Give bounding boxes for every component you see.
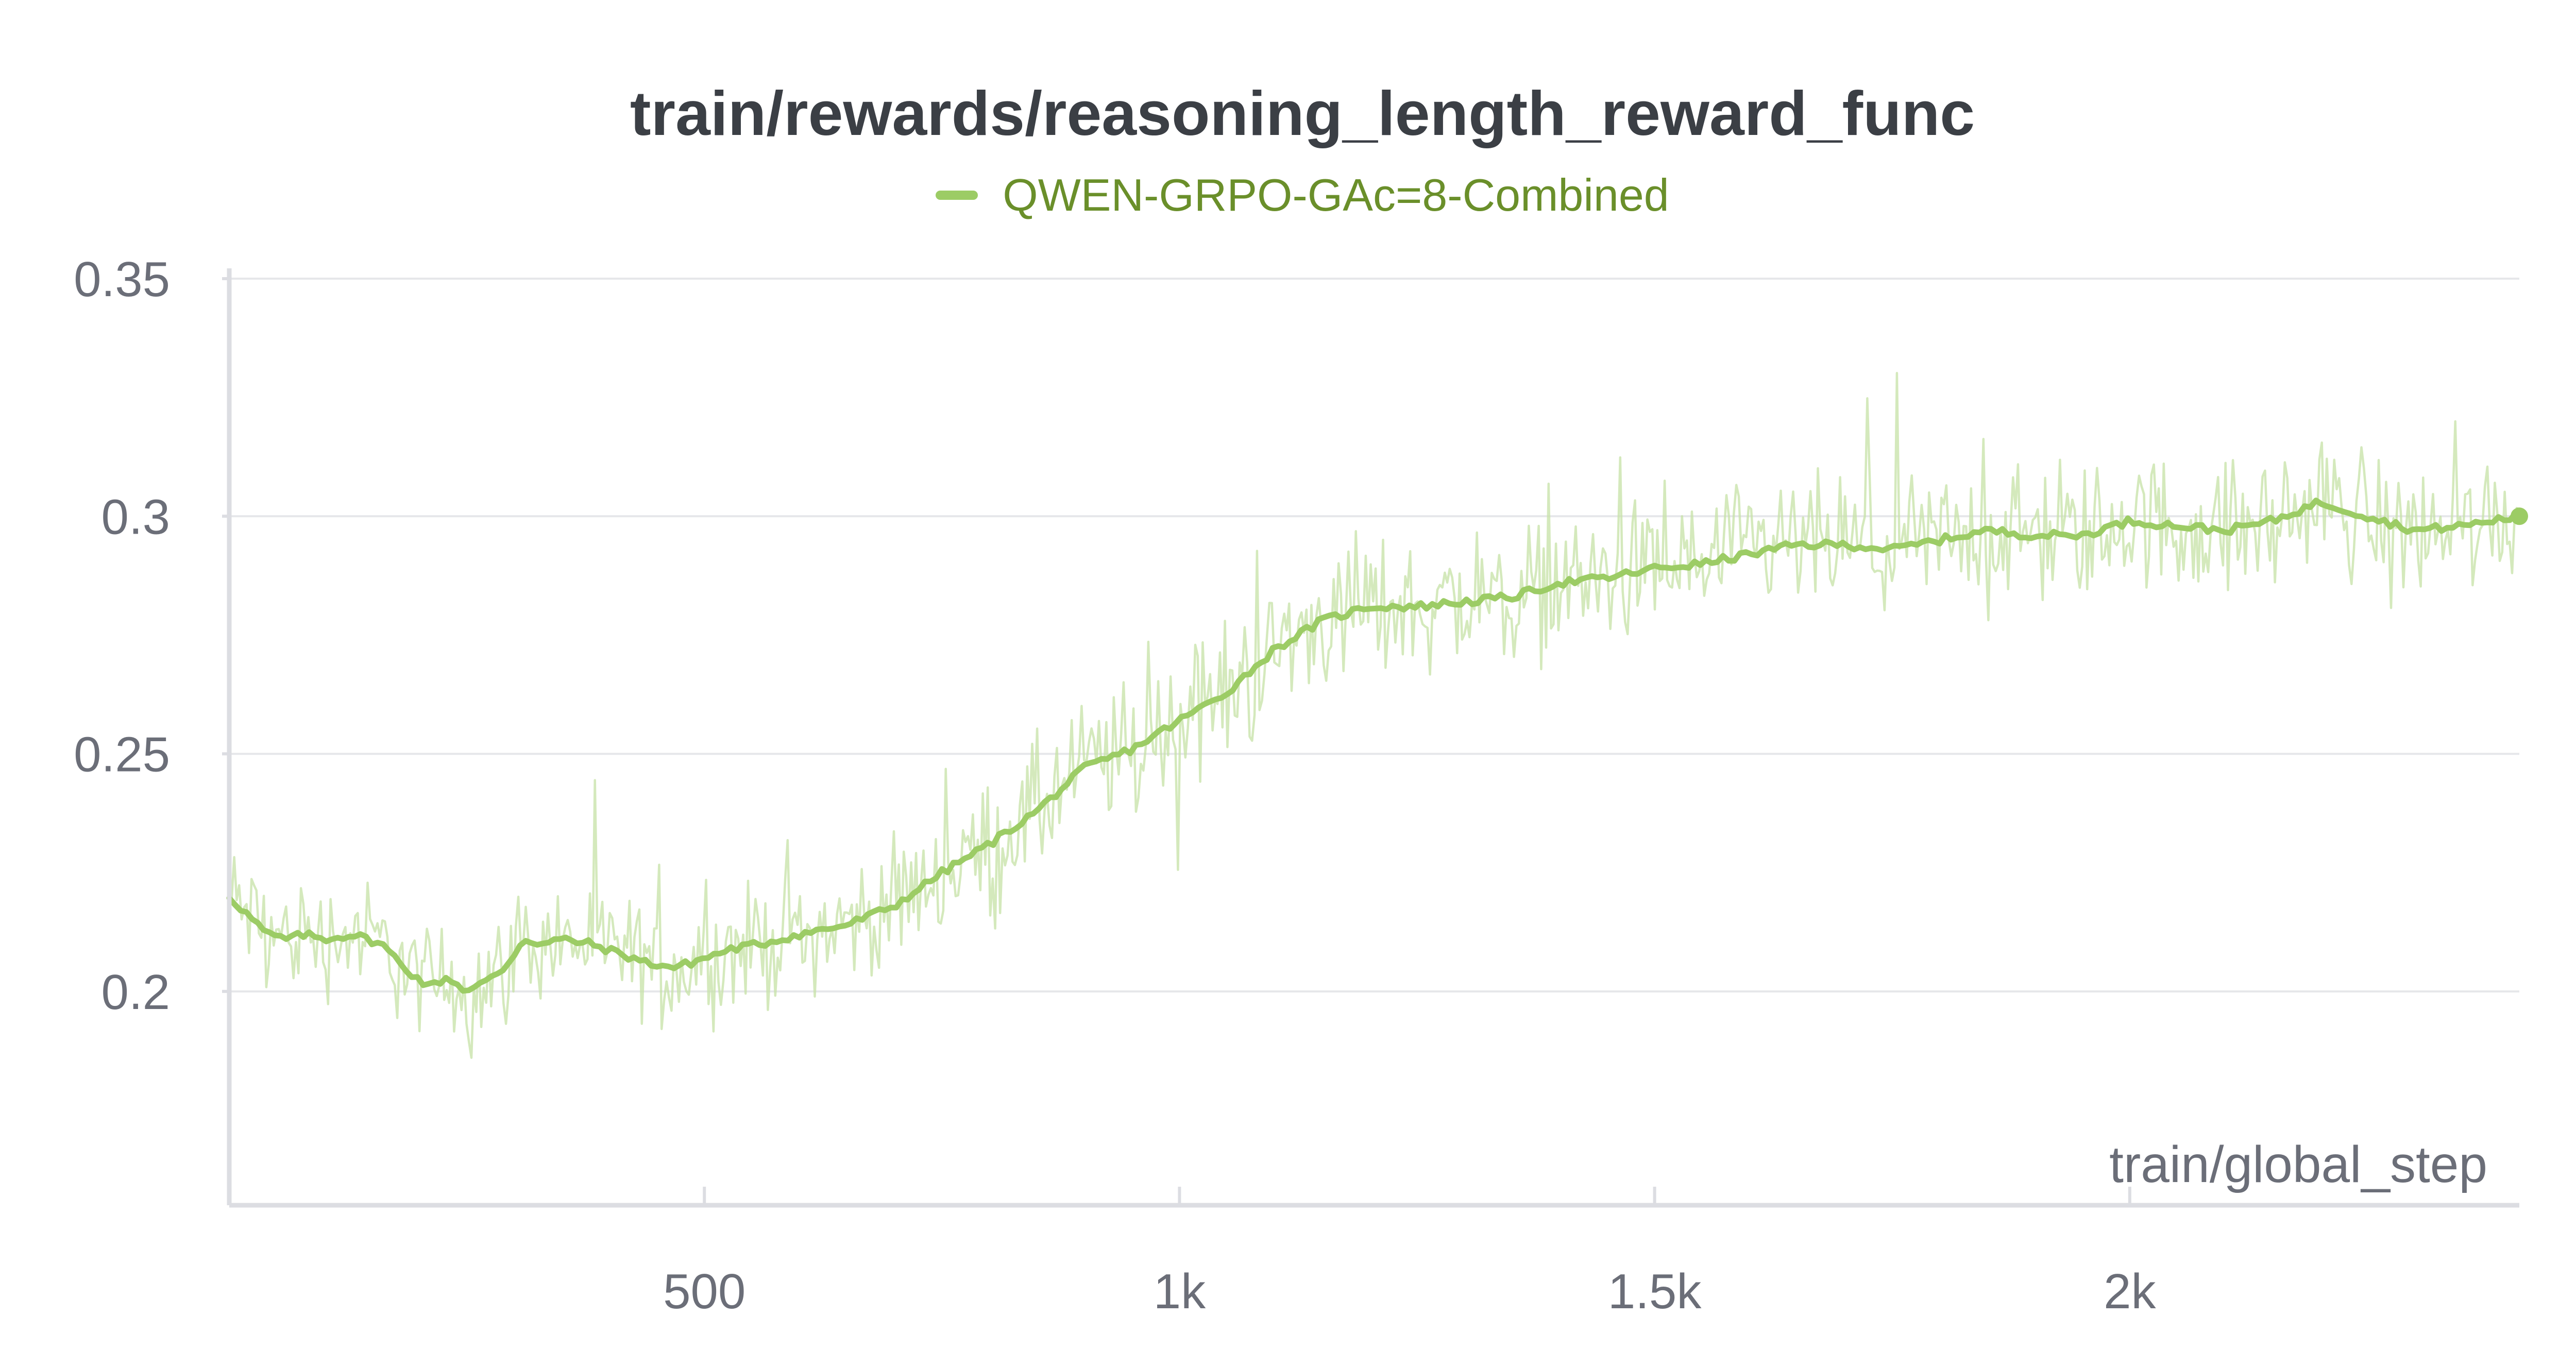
- x-tick-label-0: 500: [663, 1264, 745, 1319]
- smoothed-series-layer: [226, 498, 2528, 994]
- raw-series-line: [228, 372, 2518, 1059]
- y-tick-label-3: 0.35: [74, 252, 170, 307]
- y-tick-label-1: 0.25: [74, 727, 170, 782]
- x-tick-label-3: 2k: [2104, 1264, 2156, 1319]
- last-point-marker[interactable]: [2511, 507, 2528, 525]
- gridlines: [222, 277, 2519, 993]
- legend-series-label[interactable]: QWEN-GRPO-GAc=8-Combined: [1003, 169, 1669, 220]
- axes: [227, 268, 2519, 1208]
- x-tick-labels: 500 1k 1.5k 2k: [663, 1264, 2156, 1319]
- y-tick-labels: 0.2 0.25 0.3 0.35: [74, 252, 170, 1020]
- y-tick-label-2: 0.3: [101, 489, 170, 544]
- x-tick-label-1: 1k: [1154, 1264, 1206, 1319]
- y-tick-label-0: 0.2: [101, 965, 170, 1020]
- smoothed-series-line[interactable]: [226, 498, 2519, 994]
- x-tick-label-2: 1.5k: [1608, 1264, 1702, 1319]
- legend[interactable]: QWEN-GRPO-GAc=8-Combined: [0, 169, 2576, 221]
- legend-swatch: [936, 191, 978, 200]
- x-axis-label: train/global_step: [2109, 1136, 2487, 1193]
- raw-series-layer: [228, 372, 2518, 1059]
- chart-title: train/rewards/reasoning_length_reward_fu…: [630, 78, 1975, 148]
